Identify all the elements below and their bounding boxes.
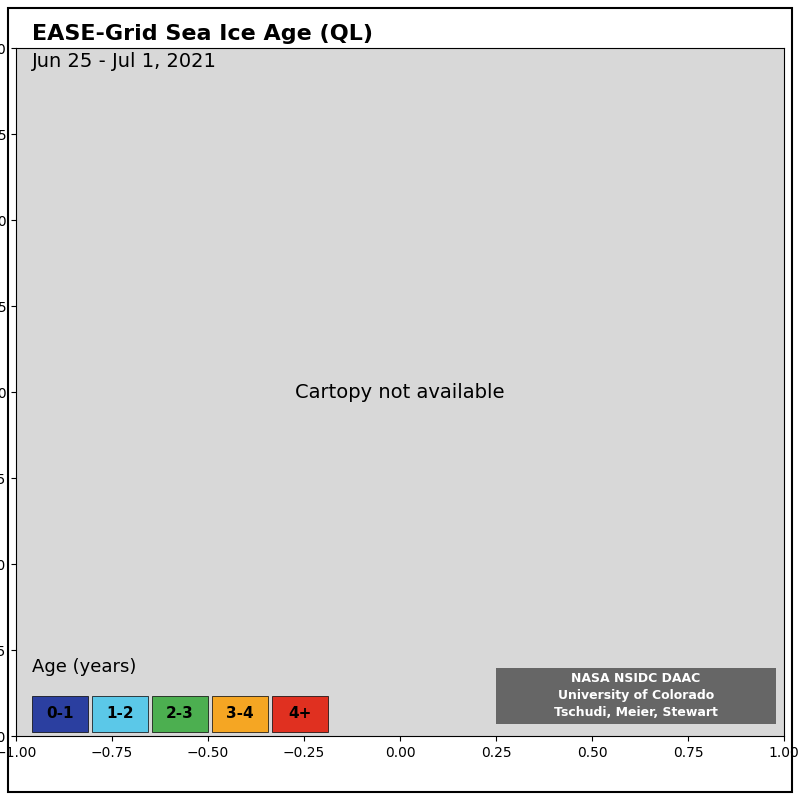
Text: NASA NSIDC DAAC
University of Colorado
Tschudi, Meier, Stewart: NASA NSIDC DAAC University of Colorado T… <box>554 673 718 719</box>
Text: 4+: 4+ <box>288 706 312 722</box>
Text: 2-3: 2-3 <box>166 706 194 722</box>
Text: Cartopy not available: Cartopy not available <box>295 382 505 402</box>
Text: EASE-Grid Sea Ice Age (QL): EASE-Grid Sea Ice Age (QL) <box>32 24 373 44</box>
Text: Jun 25 - Jul 1, 2021: Jun 25 - Jul 1, 2021 <box>32 52 217 71</box>
Text: 3-4: 3-4 <box>226 706 254 722</box>
Text: 0-1: 0-1 <box>46 706 74 722</box>
Text: Age (years): Age (years) <box>32 658 136 676</box>
Text: 1-2: 1-2 <box>106 706 134 722</box>
